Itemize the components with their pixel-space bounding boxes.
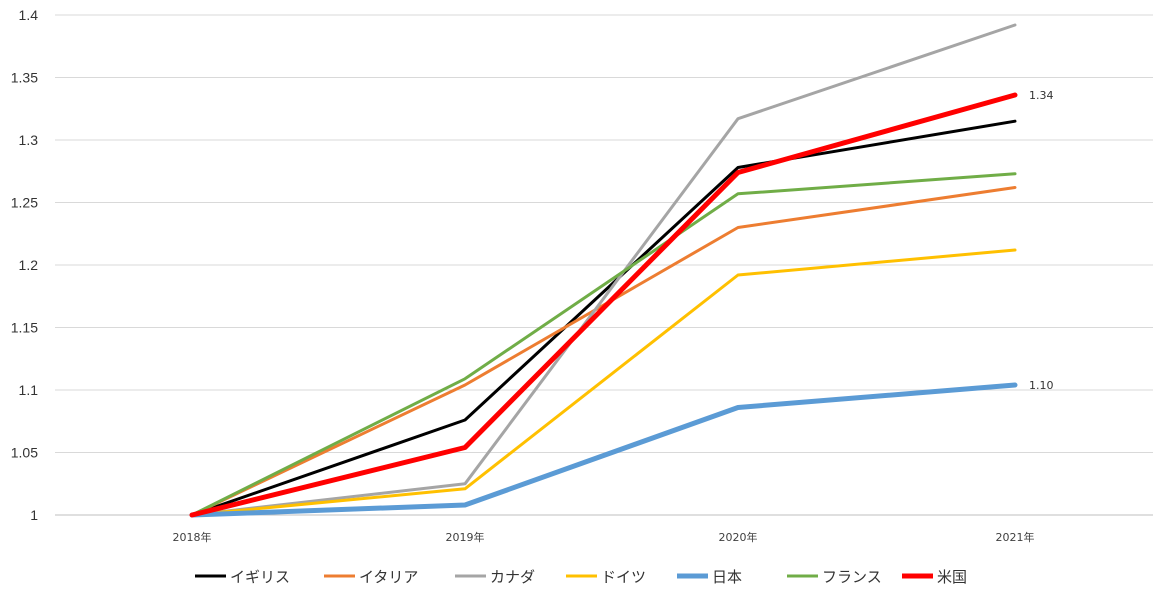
series-lines <box>189 23 1018 518</box>
x-tick-label: 2021年 <box>996 530 1035 544</box>
legend-label: フランス <box>822 568 882 586</box>
y-tick-label: 1.1 <box>19 382 39 398</box>
data-labels: 1.34 1.10 <box>1029 89 1054 392</box>
y-tick-label: 1 <box>30 507 38 523</box>
legend-label: 日本 <box>712 568 742 586</box>
legend-item: 米国 <box>902 568 967 586</box>
series-line-日本 <box>189 382 1018 518</box>
data-label: 1.34 <box>1029 89 1054 102</box>
legend-label: カナダ <box>490 568 535 586</box>
series-line-フランス <box>190 172 1017 517</box>
legend-label: イギリス <box>230 568 290 586</box>
legend-item: フランス <box>787 568 882 586</box>
series-line-米国 <box>189 92 1018 518</box>
series-line-イタリア <box>190 186 1017 517</box>
y-tick-label: 1.05 <box>11 445 38 461</box>
x-tick-label: 2019年 <box>446 530 485 544</box>
y-tick-label: 1.15 <box>11 320 38 336</box>
y-tick-label: 1.35 <box>11 70 38 86</box>
legend-item: イタリア <box>324 568 418 586</box>
series-line-イギリス <box>190 119 1017 517</box>
legend-label: イタリア <box>359 568 418 586</box>
gridlines <box>55 14 1153 516</box>
y-axis-tick-labels: 1 1.05 1.1 1.15 1.2 1.25 1.3 1.35 1.4 <box>11 7 38 523</box>
legend-item: イギリス <box>195 568 290 586</box>
y-tick-label: 1.2 <box>19 257 39 273</box>
series-line-ドイツ <box>190 248 1017 517</box>
data-label: 1.10 <box>1029 379 1054 392</box>
legend-label: 米国 <box>937 568 967 586</box>
y-tick-label: 1.3 <box>19 132 39 148</box>
legend-item: 日本 <box>677 568 742 586</box>
y-tick-label: 1.4 <box>19 7 39 23</box>
legend-item: ドイツ <box>566 568 646 586</box>
series-line-カナダ <box>190 23 1017 517</box>
legend-label: ドイツ <box>601 568 646 586</box>
legend-item: カナダ <box>455 568 535 586</box>
x-tick-label: 2020年 <box>719 530 758 544</box>
x-axis-tick-labels: 2018年 2019年 2020年 2021年 <box>173 530 1035 544</box>
x-tick-label: 2018年 <box>173 530 212 544</box>
y-tick-label: 1.25 <box>11 195 38 211</box>
legend: イギリス イタリア カナダ ドイツ 日本 フランス 米国 <box>195 568 967 586</box>
